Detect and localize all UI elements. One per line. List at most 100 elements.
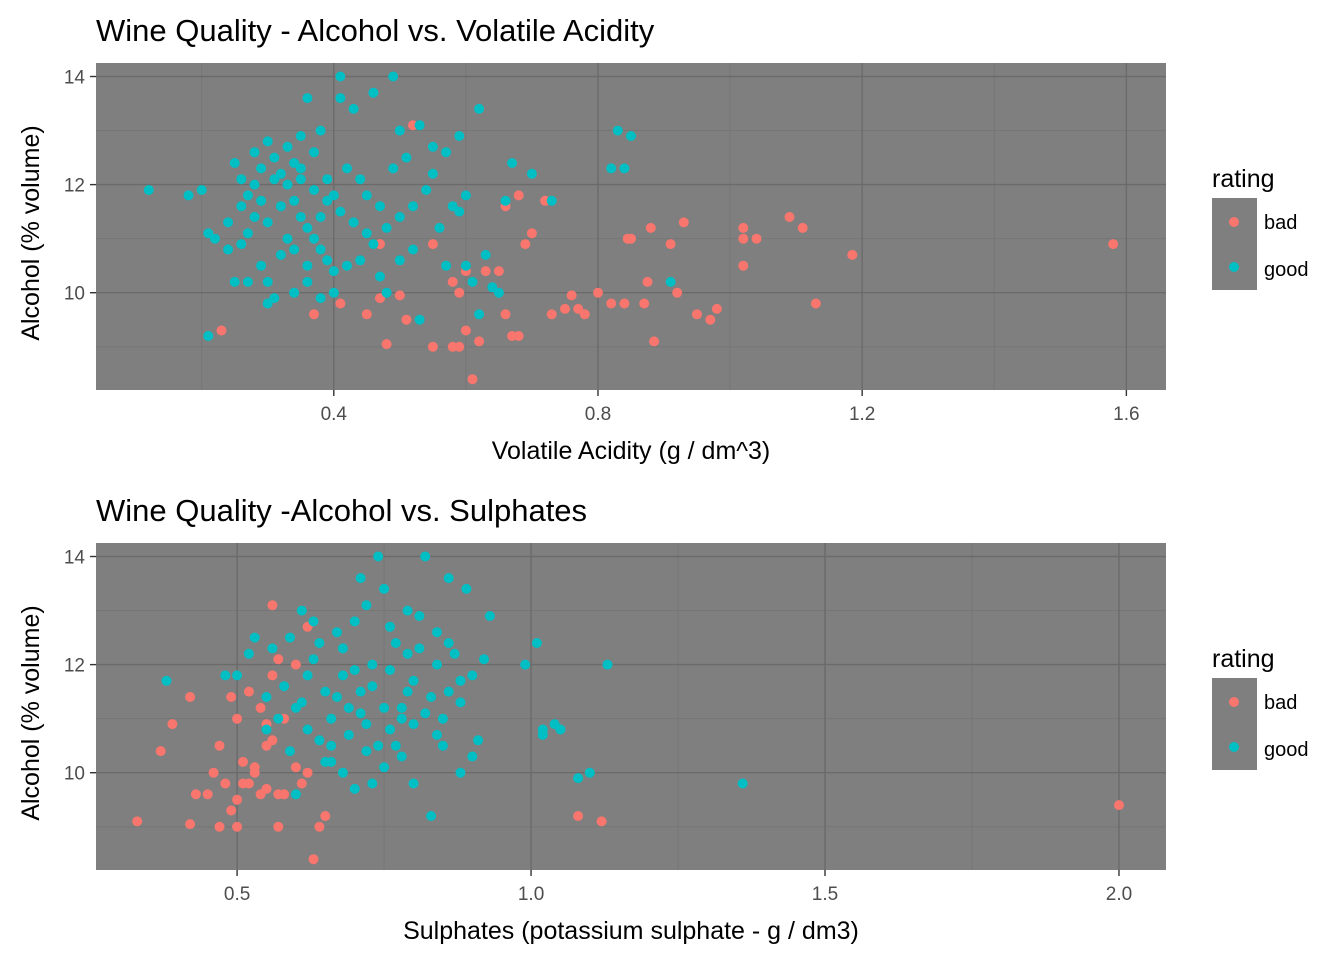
- data-point-good: [348, 217, 359, 228]
- data-point-good: [203, 331, 214, 341]
- plot-1-axes: 0.4 0.8 1.2 1.6 10 12 14: [64, 68, 1140, 425]
- data-point-good: [414, 611, 425, 621]
- data-point-good: [427, 168, 438, 179]
- data-point-good: [232, 670, 243, 681]
- data-point-good: [335, 71, 346, 82]
- data-point-good: [443, 638, 454, 648]
- data-point-good: [385, 724, 395, 735]
- y-tick-label: 12: [64, 656, 85, 677]
- data-point-good: [355, 255, 366, 266]
- plot-2: Wine Quality -Alcohol vs. Sulphates 0.5 1…: [17, 493, 1309, 945]
- data-point-good: [420, 708, 431, 719]
- data-point-bad: [226, 692, 237, 702]
- data-point-good: [432, 659, 442, 670]
- data-point-good: [427, 141, 438, 152]
- data-point-good: [355, 573, 366, 584]
- data-point-good: [261, 692, 272, 702]
- data-point-good: [500, 195, 511, 206]
- data-point-good: [289, 158, 300, 168]
- data-point-good: [441, 260, 452, 271]
- data-point-good: [367, 659, 378, 670]
- data-point-good: [390, 638, 401, 648]
- data-point-good: [209, 233, 220, 244]
- data-point-good: [402, 605, 413, 616]
- data-point-good: [295, 163, 306, 174]
- data-point-good: [432, 627, 442, 638]
- data-point-good: [203, 228, 214, 239]
- data-point-bad: [678, 217, 689, 228]
- data-point-good: [401, 152, 412, 163]
- data-point-bad: [493, 266, 504, 277]
- data-point-good: [390, 740, 401, 751]
- data-point-bad: [267, 735, 278, 746]
- y-tick-label: 12: [64, 176, 85, 197]
- data-point-bad: [711, 303, 722, 314]
- data-point-good: [314, 638, 325, 648]
- data-point-good: [275, 249, 286, 260]
- plot-1-legend-key-box: [1212, 198, 1257, 290]
- data-point-good: [396, 751, 407, 762]
- data-point-good: [385, 621, 395, 632]
- data-point-bad: [320, 811, 331, 821]
- data-point-bad: [226, 805, 237, 816]
- data-point-bad: [308, 854, 319, 865]
- data-point-good: [449, 648, 460, 659]
- data-point-bad: [447, 276, 458, 287]
- plot-1-legend-title: rating: [1212, 165, 1275, 193]
- data-point-bad: [220, 778, 231, 789]
- data-point-bad: [361, 309, 372, 320]
- data-point-good: [308, 616, 319, 627]
- data-point-good: [612, 125, 623, 136]
- data-point-good: [537, 724, 548, 735]
- data-point-good: [269, 174, 280, 185]
- data-point-good: [256, 163, 267, 174]
- plot-1-y-axis-title: Alcohol (% volume): [17, 125, 45, 340]
- plot-2-y-axis-title: Alcohol (% volume): [17, 605, 45, 820]
- data-point-bad: [394, 290, 405, 301]
- data-point-good: [408, 244, 418, 255]
- data-point-bad: [797, 222, 808, 233]
- data-point-good: [381, 287, 392, 298]
- data-point-good: [309, 233, 319, 244]
- data-point-bad: [267, 600, 278, 611]
- data-point-good: [315, 125, 326, 136]
- data-point-bad: [335, 298, 346, 309]
- data-point-bad: [216, 325, 227, 336]
- y-tick-label: 10: [64, 284, 85, 305]
- data-point-good: [337, 767, 348, 778]
- data-point-bad: [474, 336, 485, 347]
- data-point-good: [361, 719, 372, 730]
- data-point-good: [332, 692, 342, 702]
- data-point-bad: [454, 341, 465, 352]
- data-point-good: [626, 131, 636, 141]
- data-point-bad: [738, 260, 749, 271]
- data-point-good: [249, 212, 260, 222]
- data-point-bad: [619, 298, 630, 309]
- data-point-bad: [375, 293, 385, 304]
- plot-1: Wine Quality - Alcohol vs. Volatile Acid…: [17, 13, 1309, 465]
- data-point-good: [408, 201, 418, 212]
- data-point-good: [367, 778, 378, 789]
- data-point-bad: [1108, 239, 1119, 250]
- data-point-bad: [606, 298, 617, 309]
- data-point-good: [262, 217, 273, 228]
- data-point-bad: [738, 222, 749, 233]
- data-point-good: [308, 654, 319, 665]
- data-point-good: [619, 163, 630, 174]
- data-point-good: [454, 206, 465, 217]
- data-point-good: [437, 740, 448, 751]
- data-point-good: [269, 293, 280, 304]
- data-point-good: [326, 756, 337, 767]
- data-point-good: [183, 190, 194, 201]
- x-tick-label: 1.2: [849, 404, 875, 425]
- data-point-bad: [232, 821, 243, 832]
- data-point-bad: [593, 287, 603, 298]
- data-point-good: [526, 168, 537, 179]
- data-point-bad: [309, 309, 319, 320]
- plot-2-points: [132, 551, 1124, 865]
- data-point-good: [326, 713, 337, 724]
- data-point-bad: [249, 762, 260, 773]
- plot-1-legend: rating bad good: [1212, 165, 1309, 290]
- data-point-good: [342, 163, 352, 174]
- plot-2-x-axis-title: Sulphates (potassium sulphate - g / dm3): [403, 917, 859, 945]
